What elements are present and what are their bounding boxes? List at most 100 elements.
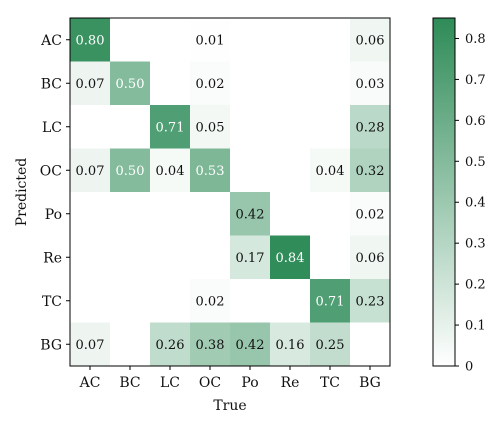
heatmap-cell: [350, 192, 390, 236]
heatmap-cell: [350, 105, 390, 149]
heatmap-cell: [70, 235, 110, 279]
cell-value-label: 0.71: [156, 120, 185, 135]
heatmap-cell: [70, 148, 110, 192]
heatmap-cell: [270, 322, 310, 366]
cell-value-label: 0.42: [236, 338, 265, 353]
cell-value-label: 0.16: [276, 338, 305, 353]
cell-value-label: 0.25: [316, 338, 345, 353]
y-axis-ticks: AC BC LC OC Po Re TC BG: [40, 33, 70, 353]
colorbar-ticks: 0 0.1 0.2 0.3 0.4 0.5 0.6 0.7 0.8: [455, 32, 486, 375]
heatmap-cell: [310, 235, 350, 279]
cell-value-label: 0.04: [316, 164, 345, 179]
heatmap-cell: [190, 279, 230, 323]
heatmap-cell: [310, 192, 350, 236]
heatmap-cell: [270, 279, 310, 323]
heatmap-cell: [270, 235, 310, 279]
cell-value-label: 0.42: [236, 207, 265, 222]
y-axis-label: Predicted: [14, 158, 30, 227]
heatmap-cell: [110, 235, 150, 279]
heatmap-cell: [190, 322, 230, 366]
heatmap-cell: [310, 105, 350, 149]
heatmap-cell: [190, 192, 230, 236]
heatmap-cell: [230, 61, 270, 105]
cell-value-label: 0.02: [196, 77, 225, 92]
x-tick-label: AC: [79, 375, 101, 391]
cell-value-label: 0.02: [356, 207, 385, 222]
cell-value-label: 0.38: [196, 338, 225, 353]
plot-frame: [69, 17, 391, 367]
heatmap-cell: [70, 192, 110, 236]
x-tick-label: BC: [119, 375, 140, 391]
heatmap-cell: [110, 105, 150, 149]
heatmap-cell: [150, 18, 190, 62]
colorbar-tick-label: 0.4: [465, 196, 486, 211]
heatmap-cell: [350, 235, 390, 279]
heatmap-cell: [310, 61, 350, 105]
heatmap-cell: [150, 322, 190, 366]
cell-value-label: 0.05: [196, 120, 225, 135]
colorbar-tick-label: 0.5: [465, 155, 486, 170]
colorbar-tick-label: 0.3: [465, 237, 486, 252]
heatmap-cell: [190, 61, 230, 105]
heatmap-cell: [70, 322, 110, 366]
heatmap-cell: [150, 148, 190, 192]
x-tick-label: Po: [241, 375, 258, 391]
heatmap-cell: [110, 322, 150, 366]
heatmap-cell: [270, 105, 310, 149]
y-tick-label: TC: [42, 294, 62, 310]
heatmap-cell: [230, 322, 270, 366]
heatmap-cell: [70, 105, 110, 149]
cell-value-label: 0.02: [196, 294, 225, 309]
heatmap-cell: [270, 61, 310, 105]
cell-value-label: 0.80: [76, 33, 105, 48]
x-tick-label: BG: [359, 375, 381, 391]
cell-value-label: 0.07: [76, 164, 105, 179]
y-tick-label: OC: [40, 163, 62, 179]
cell-value-label: 0.17: [236, 251, 265, 266]
heatmap-cell: [150, 105, 190, 149]
y-tick-label: Po: [45, 207, 62, 223]
cell-value-label: 0.26: [156, 338, 185, 353]
colorbar-tick-label: 0.6: [465, 114, 486, 129]
y-tick-label: BG: [40, 337, 62, 353]
cell-value-label: 0.07: [76, 77, 105, 92]
cell-value-label: 0.23: [356, 294, 385, 309]
cell-value-label: 0.71: [316, 294, 345, 309]
x-tick-label: OC: [199, 375, 221, 391]
cell-value-label: 0.50: [116, 164, 145, 179]
heatmap-cell: [150, 61, 190, 105]
x-axis-label: True: [213, 398, 246, 414]
heatmap-cell: [110, 279, 150, 323]
colorbar-tick-label: 0.7: [465, 73, 486, 88]
x-tick-label: Re: [281, 375, 300, 391]
heatmap-cell: [310, 322, 350, 366]
y-tick-label: BC: [41, 76, 62, 92]
x-tick-label: TC: [320, 375, 340, 391]
heatmap-cell: [110, 18, 150, 62]
cell-value-label: 0.50: [116, 77, 145, 92]
heatmap-cell: [350, 18, 390, 62]
heatmap-cell: [270, 18, 310, 62]
heatmap-cell: [190, 105, 230, 149]
heatmap-cell: [230, 148, 270, 192]
heatmap-cell: [230, 192, 270, 236]
x-axis-ticks: AC BC LC OC Po Re TC BG: [79, 366, 381, 391]
heatmap-cell: [70, 18, 110, 62]
cell-value-label: 0.01: [196, 33, 225, 48]
cell-value-label: 0.04: [156, 164, 185, 179]
cell-value-label: 0.84: [276, 251, 305, 266]
heatmap-cell: [230, 105, 270, 149]
heatmap-cell: [190, 235, 230, 279]
x-tick-label: LC: [160, 375, 180, 391]
cell-value-label: 0.06: [356, 33, 385, 48]
heatmap-cell: [270, 192, 310, 236]
cell-value-label: 0.53: [196, 164, 225, 179]
colorbar-tick-label: 0.8: [465, 32, 486, 47]
y-tick-label: AC: [40, 33, 62, 49]
heatmap-cell: [150, 235, 190, 279]
cell-value-label: 0.32: [356, 164, 385, 179]
heatmap-cell: [70, 279, 110, 323]
cell-value-label: 0.07: [76, 338, 105, 353]
heatmap-cells: 0.80 0.01 0.06 0.07 0.50 0.02 0.03 0.71 0.05 0.28…: [70, 18, 390, 366]
